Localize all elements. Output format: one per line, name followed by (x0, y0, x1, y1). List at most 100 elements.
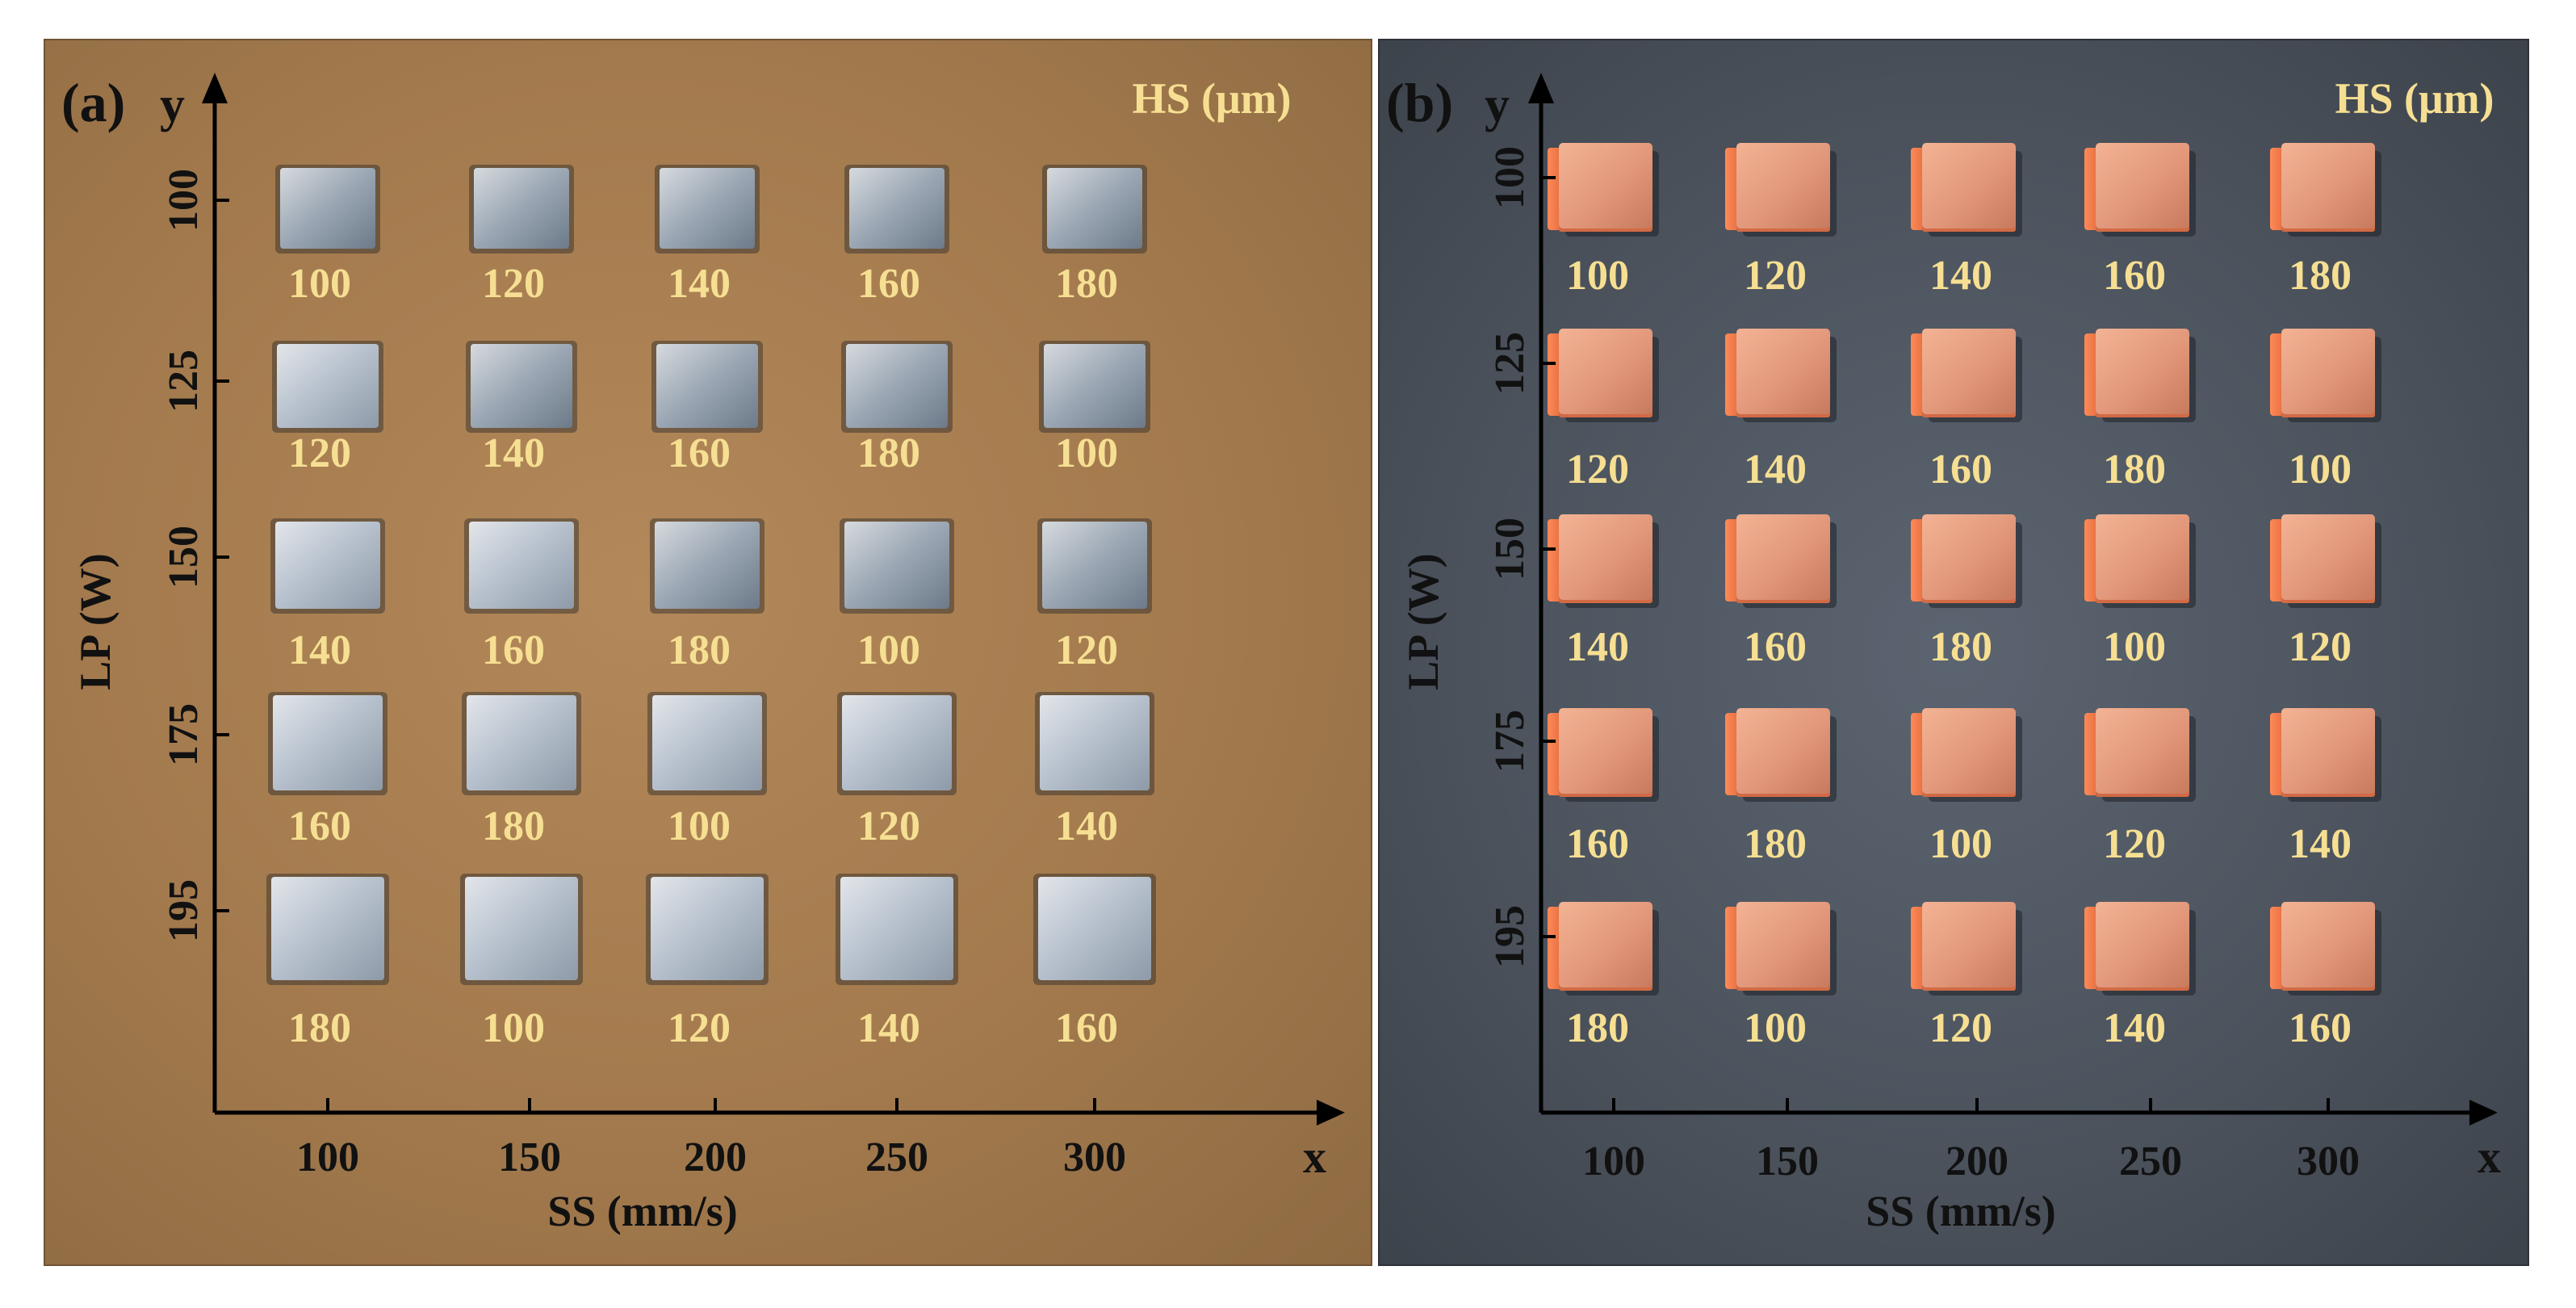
y-axis-arrow (1528, 73, 1554, 103)
y-axis-letter: y (1485, 78, 1510, 132)
y-tick-label: 125 (161, 350, 207, 413)
hs-value-label: 180 (1929, 624, 1992, 670)
y-tick-label: 195 (1487, 905, 1533, 968)
sample-cube (1911, 708, 2022, 802)
hs-value-label: 140 (2289, 821, 2352, 867)
hs-value-label: 140 (1744, 446, 1807, 493)
hs-legend: HS (μm) (2335, 74, 2494, 123)
hs-value-label: 180 (1055, 261, 1118, 307)
sample-cube (2084, 708, 2196, 802)
y-axis-arrow (202, 73, 228, 103)
sample-cube (2270, 708, 2381, 802)
hs-value-label: 160 (482, 627, 545, 673)
hs-value-label: 100 (288, 261, 351, 307)
x-tick-label: 300 (2297, 1138, 2360, 1184)
sample-square (266, 874, 389, 985)
hs-value-label: 120 (1566, 446, 1629, 493)
x-tick-label: 300 (1063, 1134, 1126, 1180)
sample-cube (1911, 902, 2022, 996)
panel-b-figure: 100 120 140 160 180 120 140 160 180 100 140 160 180 1… (1386, 72, 2501, 1235)
y-axis-title: LP (W) (71, 553, 119, 690)
sample-square (460, 874, 583, 985)
sample-square (268, 692, 387, 795)
sample-square (651, 341, 763, 433)
sample-cube (1911, 514, 2022, 608)
hs-value-label: 180 (857, 430, 920, 476)
sample-square (270, 518, 385, 614)
y-tick-label: 100 (161, 169, 207, 232)
hs-value-label: 100 (2289, 446, 2352, 493)
y-tick-label: 175 (1487, 710, 1533, 773)
hs-value-label: 160 (1566, 821, 1629, 867)
sample-square (1037, 518, 1152, 614)
y-tick-label: 195 (161, 879, 207, 942)
hs-value-label: 100 (1929, 821, 1992, 867)
sample-cube (1911, 143, 2022, 237)
hs-value-label: 120 (482, 261, 545, 307)
hs-value-label: 100 (668, 803, 731, 849)
sample-square (646, 874, 769, 985)
hs-value-label: 180 (482, 803, 545, 849)
sample-square (840, 518, 954, 614)
hs-value-label: 140 (857, 1005, 920, 1051)
y-tick-label: 150 (161, 526, 207, 589)
sample-cube (1725, 329, 1837, 422)
x-axis-letter: x (2478, 1130, 2501, 1183)
hs-value-label: 180 (2289, 253, 2352, 299)
x-tick-label: 200 (684, 1134, 747, 1180)
sample-square (655, 165, 760, 254)
sample-square (1039, 341, 1150, 433)
hs-value-label: 160 (1929, 446, 1992, 493)
x-tick-label: 250 (2119, 1138, 2182, 1184)
sample-cube (2084, 329, 2196, 422)
hs-value-label: 100 (482, 1005, 545, 1051)
sample-square (841, 341, 953, 433)
x-tick-label: 100 (1582, 1138, 1645, 1184)
hs-value-label: 160 (2289, 1005, 2352, 1051)
panel-label: (b) (1386, 72, 1453, 133)
sample-cube (1548, 708, 1659, 802)
sample-cube (2270, 329, 2381, 422)
sample-square (844, 165, 949, 254)
sample-cube (2084, 143, 2196, 237)
sample-square (464, 518, 579, 614)
hs-value-label: 140 (1929, 253, 1992, 299)
sample-cube (1548, 514, 1659, 608)
hs-value-label: 180 (2103, 446, 2166, 493)
sample-cube (1725, 902, 1837, 996)
hs-value-label: 120 (288, 430, 351, 476)
hs-value-label: 100 (1744, 1005, 1807, 1051)
sample-square (466, 341, 577, 433)
hs-value-label: 120 (1055, 627, 1118, 673)
sample-square (275, 165, 380, 254)
sample-cube (1725, 514, 1837, 608)
x-axis-title: SS (mm/s) (1866, 1187, 2056, 1235)
x-axis-letter: x (1303, 1130, 1326, 1183)
sample-cube (2270, 902, 2381, 996)
sample-square (1035, 692, 1154, 795)
sample-cube (1548, 329, 1659, 422)
sample-square (837, 692, 957, 795)
hs-value-label: 160 (2103, 253, 2166, 299)
hs-value-label: 140 (1566, 624, 1629, 670)
hs-value-label: 180 (1744, 821, 1807, 867)
sample-square (272, 341, 383, 433)
y-tick-label: 125 (1487, 332, 1533, 395)
hs-value-label: 100 (857, 627, 920, 673)
hs-value-label: 160 (1744, 624, 1807, 670)
x-tick-label: 200 (1946, 1138, 2008, 1184)
x-tick-label: 150 (1756, 1138, 1819, 1184)
hs-value-label: 120 (1929, 1005, 1992, 1051)
hs-value-label: 180 (668, 627, 731, 673)
sample-square (650, 518, 764, 614)
panel-b-photo: 100 120 140 160 180 120 140 160 180 100 140 160 180 1… (1378, 39, 2529, 1266)
hs-value-label: 160 (668, 430, 731, 476)
sample-square (1042, 165, 1147, 254)
hs-value-label: 140 (482, 430, 545, 476)
sample-cube (2084, 514, 2196, 608)
y-axis-letter: y (160, 78, 185, 132)
y-axis-title: LP (W) (1399, 553, 1447, 690)
hs-value-label: 160 (288, 803, 351, 849)
x-axis-arrow (2469, 1100, 2498, 1126)
x-axis-arrow (1317, 1100, 1345, 1126)
